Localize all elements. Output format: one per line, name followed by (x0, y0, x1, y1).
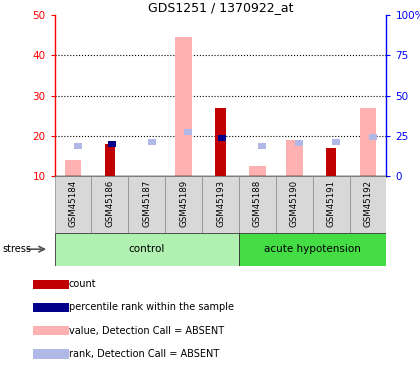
Text: GSM45190: GSM45190 (290, 180, 299, 227)
Text: GSM45188: GSM45188 (253, 180, 262, 227)
Bar (258, 142, 266, 148)
Bar (239, 232, 386, 266)
Text: count: count (69, 279, 96, 289)
Text: GSM45184: GSM45184 (68, 180, 78, 227)
Bar (184, 129, 192, 135)
FancyBboxPatch shape (202, 176, 239, 232)
Bar (33, 350, 69, 358)
Text: acute hypotension: acute hypotension (264, 244, 361, 254)
Text: GSM45193: GSM45193 (216, 180, 225, 227)
Bar (33, 280, 69, 289)
Bar (369, 134, 377, 140)
Text: GSM45187: GSM45187 (142, 180, 151, 227)
Text: percentile rank within the sample: percentile rank within the sample (69, 303, 234, 312)
Text: GSM45186: GSM45186 (105, 180, 114, 227)
Bar (332, 140, 340, 146)
FancyBboxPatch shape (349, 176, 386, 232)
Text: stress: stress (2, 244, 31, 254)
Bar (295, 140, 303, 146)
Bar (55, 232, 239, 266)
Bar (33, 326, 69, 335)
FancyBboxPatch shape (165, 176, 202, 232)
Text: GSM45192: GSM45192 (363, 180, 373, 227)
Bar (33, 303, 69, 312)
Bar (286, 140, 302, 176)
Text: value, Detection Call = ABSENT: value, Detection Call = ABSENT (69, 326, 224, 336)
Bar (249, 166, 266, 176)
Bar (218, 135, 226, 141)
Bar (74, 143, 82, 150)
Text: GSM45191: GSM45191 (327, 180, 336, 227)
FancyBboxPatch shape (239, 176, 276, 232)
Bar (215, 108, 226, 176)
FancyBboxPatch shape (312, 176, 349, 232)
Bar (175, 37, 192, 176)
Bar (326, 148, 336, 176)
FancyBboxPatch shape (276, 176, 312, 232)
Text: rank, Detection Call = ABSENT: rank, Detection Call = ABSENT (69, 349, 219, 359)
FancyBboxPatch shape (55, 176, 92, 232)
Bar (147, 140, 156, 146)
Bar (108, 141, 116, 147)
Text: GSM45189: GSM45189 (179, 180, 188, 227)
Bar (360, 108, 376, 176)
Bar (65, 160, 81, 176)
FancyBboxPatch shape (92, 176, 129, 232)
Title: GDS1251 / 1370922_at: GDS1251 / 1370922_at (148, 1, 293, 14)
Text: control: control (129, 244, 165, 254)
FancyBboxPatch shape (129, 176, 165, 232)
Bar (105, 144, 115, 176)
